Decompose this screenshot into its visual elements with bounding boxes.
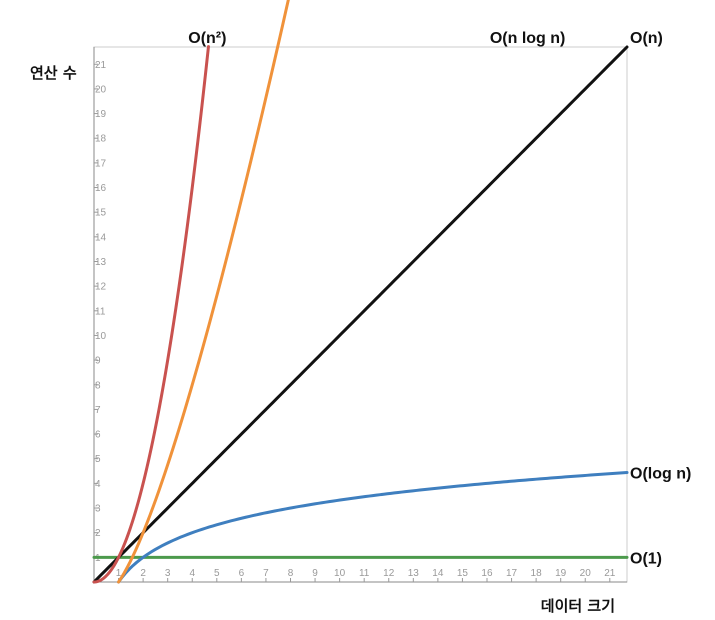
x-tick-label: 4	[189, 568, 195, 579]
x-tick-label: 7	[263, 568, 269, 579]
series-labels: O(1) O(log n) O(n) O(n log n) O(n²)	[188, 30, 691, 567]
y-tick-label: 3	[95, 504, 101, 515]
y-tick-label: 5	[95, 454, 101, 465]
y-tick-label: 8	[95, 380, 101, 391]
y-tick-label: 16	[95, 183, 107, 194]
series-label-1: O(1)	[630, 550, 662, 567]
x-tick-label: 21	[604, 568, 616, 579]
x-tick-label: 11	[359, 568, 370, 579]
y-tick-label: 15	[95, 208, 107, 219]
y-tick-label: 14	[95, 232, 107, 243]
series-label-2: O(log n)	[630, 466, 691, 483]
plot-frame	[93, 46, 628, 583]
x-tick-label: 3	[165, 568, 171, 579]
y-tick-label: 9	[95, 356, 101, 367]
y-tick-label: 11	[95, 306, 106, 317]
x-tick-label: 13	[408, 568, 420, 579]
series-label-4: O(n log n)	[490, 30, 566, 47]
x-tick-label: 10	[334, 568, 346, 579]
series-line-5	[92, 45, 210, 584]
y-tick-label: 18	[95, 134, 107, 145]
x-tick-label: 17	[506, 568, 518, 579]
series-line-4	[117, 0, 290, 584]
x-tick-label: 9	[312, 568, 318, 579]
x-tick-label: 14	[432, 568, 444, 579]
series-label-3: O(n)	[630, 30, 663, 47]
x-tick-label: 6	[239, 568, 245, 579]
y-axis-label: 연산 수	[30, 64, 77, 82]
y-tick-label: 19	[95, 109, 107, 120]
y-tick-label: 13	[95, 257, 107, 268]
y-tick-label: 6	[95, 430, 101, 441]
x-tick-label: 20	[580, 568, 592, 579]
y-tick-label: 21	[95, 60, 107, 71]
series-label-5: O(n²)	[188, 30, 226, 47]
x-tick-label: 18	[531, 568, 543, 579]
series-line-3	[92, 45, 629, 584]
x-tick-label: 1	[116, 568, 122, 579]
x-tick-label: 16	[481, 568, 493, 579]
series-line-2	[117, 471, 629, 584]
series-lines	[92, 0, 629, 584]
y-tick-label: 2	[95, 528, 101, 539]
x-tick-label: 5	[214, 568, 220, 579]
y-tick-label: 20	[95, 84, 107, 95]
x-axis-ticks: 1 2 3 4 5 6 7 8 9 10 11 12 13 14 15 16 17 18 19 20 21	[116, 568, 616, 582]
x-tick-label: 15	[457, 568, 469, 579]
x-tick-label: 12	[383, 568, 395, 579]
y-tick-label: 10	[95, 331, 107, 342]
y-tick-label: 7	[95, 405, 101, 416]
y-tick-label: 17	[95, 158, 107, 169]
x-axis-label: 데이터 크기	[541, 597, 615, 615]
y-tick-label: 12	[95, 282, 107, 293]
x-tick-label: 8	[288, 568, 294, 579]
y-tick-label: 4	[95, 479, 101, 490]
x-tick-label: 19	[555, 568, 567, 579]
x-tick-label: 2	[140, 568, 146, 579]
